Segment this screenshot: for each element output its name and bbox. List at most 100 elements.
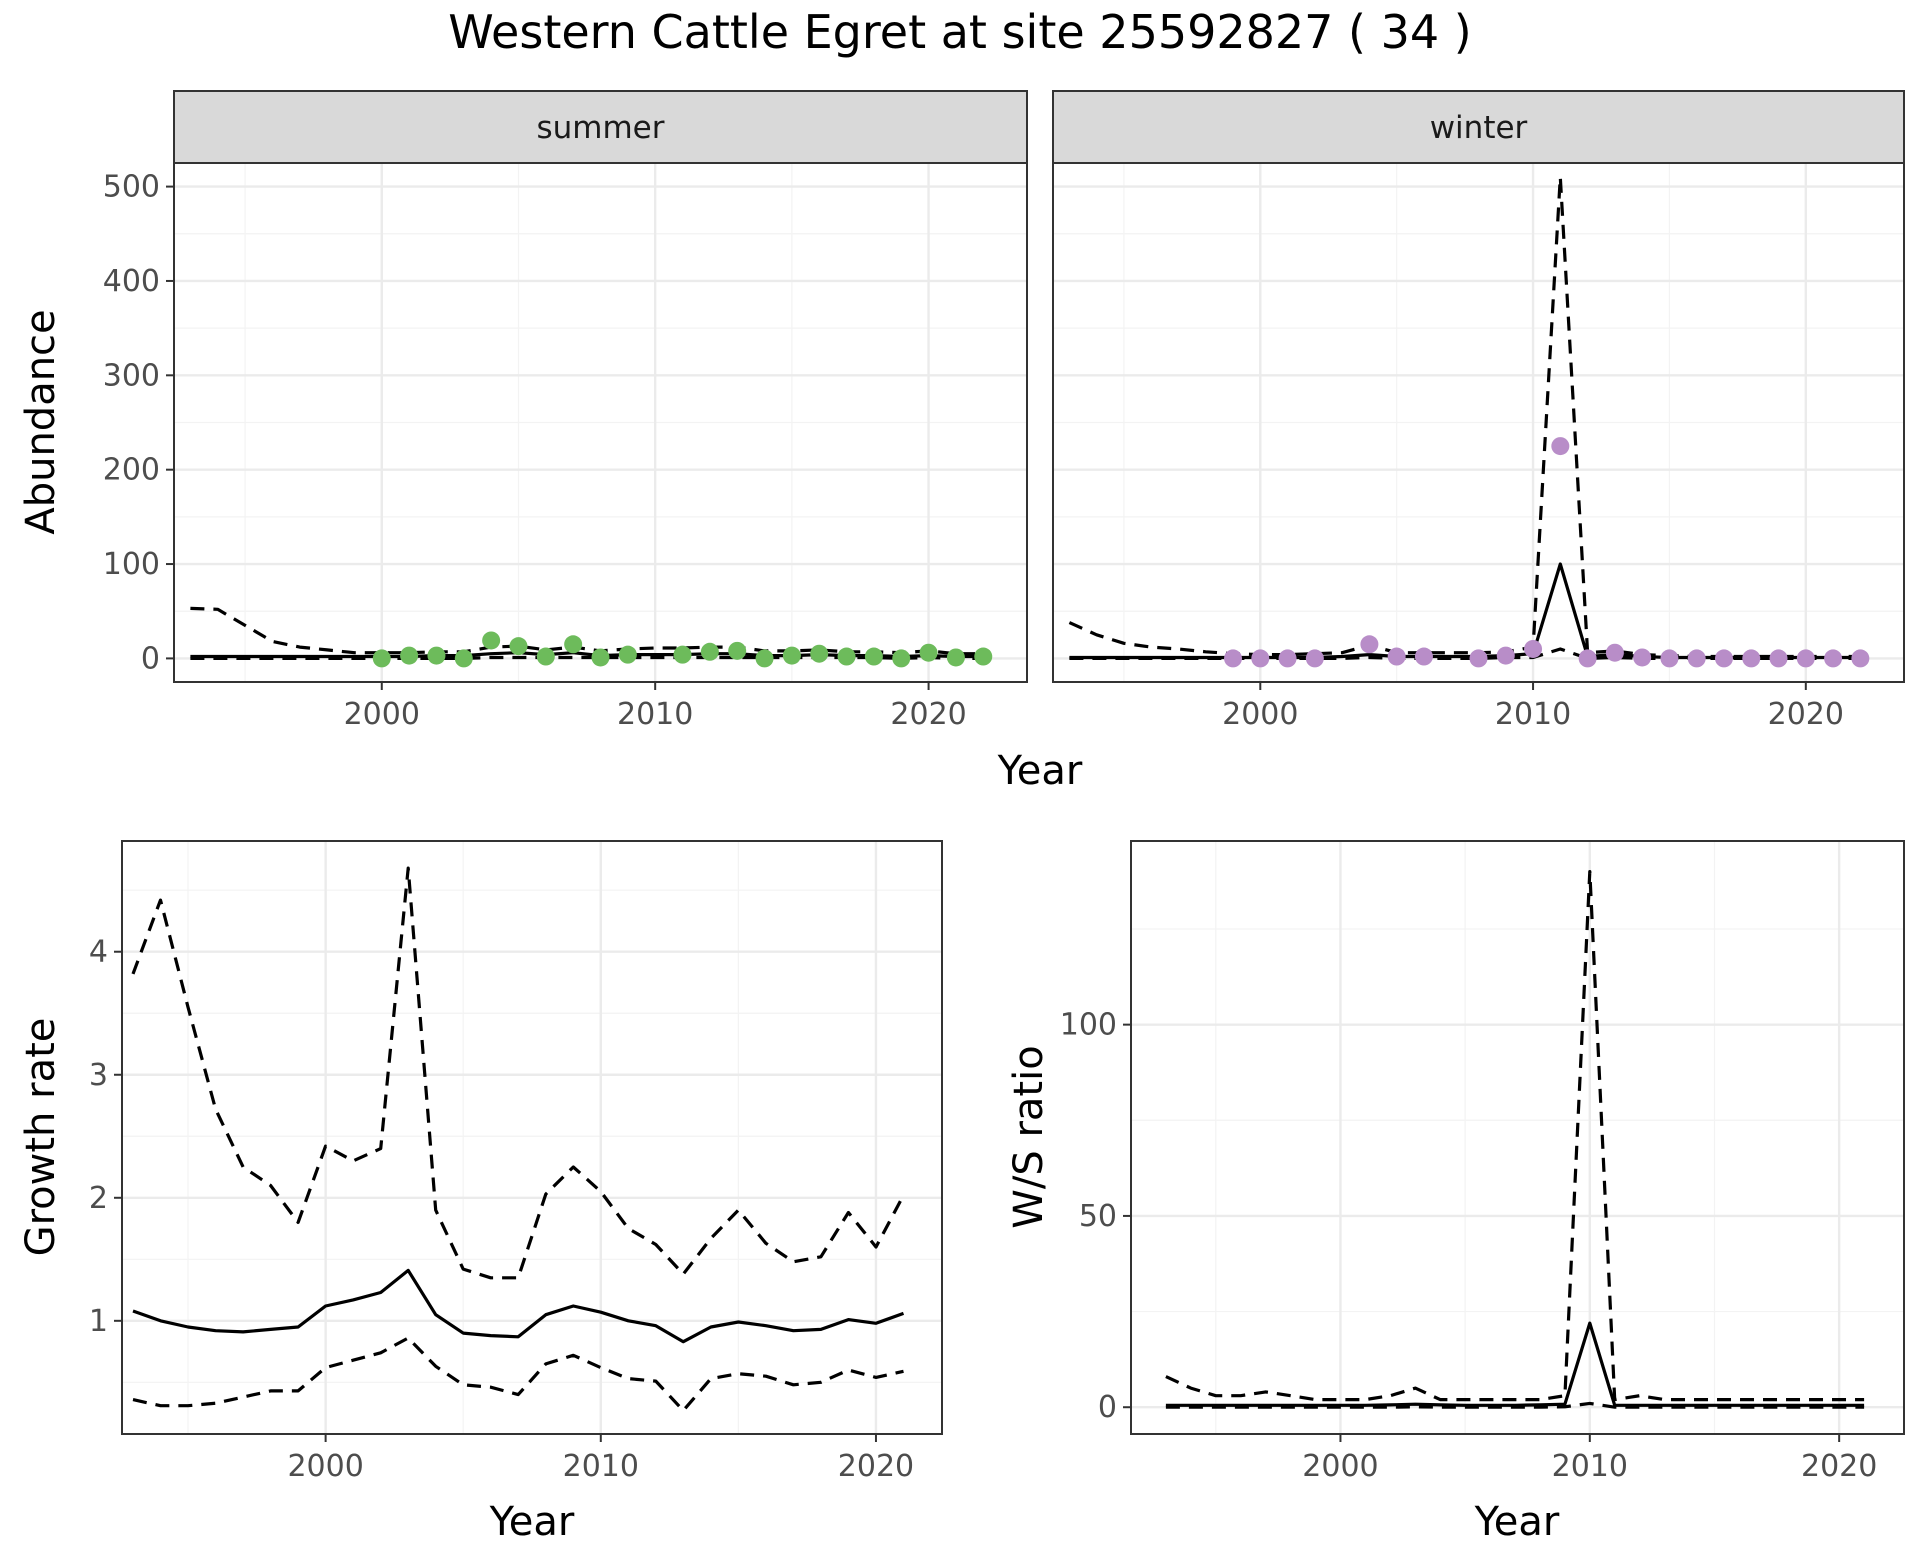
- series-line-lower: [1069, 647, 1861, 660]
- y-tick-label: 100: [103, 547, 160, 582]
- chart-title: Western Cattle Egret at site 25592827 ( …: [448, 5, 1471, 59]
- data-point: [591, 648, 610, 667]
- data-point: [837, 647, 856, 666]
- series-line-lower: [1165, 1401, 1865, 1409]
- x-tick-label: 2000: [1302, 1449, 1378, 1484]
- x-axis: 2000 2010 2020: [287, 1434, 914, 1484]
- data-point: [755, 649, 774, 668]
- x-axis-title: Year: [1474, 1499, 1560, 1545]
- x-axis: 2000 2010 2020: [1302, 1434, 1877, 1484]
- series-line-lower: [132, 1336, 904, 1413]
- data-point: [1851, 649, 1870, 668]
- data-point: [427, 646, 446, 665]
- x-tick-label: 2020: [838, 1449, 914, 1484]
- y-tick-label: 400: [103, 264, 160, 299]
- y-tick-label: 50: [1079, 1199, 1117, 1234]
- y-tick-label: 4: [89, 935, 108, 970]
- data-point: [1387, 647, 1406, 666]
- data-point: [1524, 639, 1543, 658]
- x-tick-label: 2000: [344, 697, 420, 732]
- facet-strip-label: winter: [1430, 110, 1528, 146]
- panel-abundance-winter: winter 2000 2010 2020: [1052, 90, 1905, 732]
- x-axis-title: Year: [489, 1499, 575, 1545]
- series-line-upper: [1068, 175, 1861, 659]
- y-tick-label: 200: [103, 453, 160, 488]
- data-point: [372, 649, 391, 668]
- series-line-estimate: [1165, 1321, 1865, 1407]
- series-line-upper: [1165, 870, 1865, 1402]
- data-point: [618, 645, 637, 664]
- y-axis: 1 2 3 4: [89, 935, 122, 1339]
- data-point: [400, 646, 419, 665]
- panel-border: [121, 840, 943, 1435]
- facet-strip-label: summer: [536, 110, 664, 146]
- data-points: [372, 631, 993, 668]
- data-point: [1687, 649, 1706, 668]
- data-point: [1769, 649, 1788, 668]
- y-axis-title: W/S ratio: [1006, 1045, 1052, 1228]
- data-point: [1414, 647, 1433, 666]
- grid: [122, 841, 942, 1434]
- data-point: [1824, 649, 1843, 668]
- panel-border: [1130, 840, 1905, 1435]
- data-point: [454, 649, 473, 668]
- y-tick-label: 0: [1098, 1390, 1117, 1425]
- x-tick-label: 2020: [1801, 1449, 1877, 1484]
- data-point: [1660, 649, 1679, 668]
- y-tick-label: 3: [89, 1058, 108, 1093]
- facet-strip: [1052, 90, 1905, 164]
- data-point: [1496, 646, 1515, 665]
- y-tick-label: 0: [141, 641, 160, 676]
- data-point: [946, 648, 965, 667]
- data-point: [1578, 649, 1597, 668]
- data-point: [864, 647, 883, 666]
- data-point: [509, 637, 528, 656]
- x-tick-label: 2010: [563, 1449, 639, 1484]
- data-point: [700, 642, 719, 661]
- data-point: [1551, 437, 1570, 456]
- data-point: [1251, 649, 1270, 668]
- data-point: [974, 647, 993, 666]
- x-tick-label: 2000: [287, 1449, 363, 1484]
- x-tick-label: 2020: [890, 697, 966, 732]
- series-line-upper: [131, 866, 905, 1280]
- data-point: [1742, 649, 1761, 668]
- x-tick-label: 2010: [1552, 1449, 1628, 1484]
- data-point: [482, 631, 501, 650]
- y-tick-label: 300: [103, 358, 160, 393]
- data-point: [536, 647, 555, 666]
- y-axis-title: Abundance: [18, 309, 64, 534]
- series-line-lower: [190, 655, 984, 660]
- data-point: [1714, 649, 1733, 668]
- facet-strip: [173, 90, 1028, 164]
- data-point: [673, 645, 692, 664]
- data-point: [1469, 649, 1488, 668]
- y-tick-label: 500: [103, 170, 160, 205]
- y-axis: 0 100 200 300 400 500: [103, 170, 174, 676]
- data-point: [1633, 648, 1652, 667]
- panel-abundance-summer: summer 2000 2010 2020 0 100 200 300 400 500 Abunda…: [18, 90, 1028, 732]
- y-axis-title: Growth rate: [18, 1018, 64, 1257]
- data-point: [892, 649, 911, 668]
- x-axis: 2000 2010 2020: [344, 682, 967, 732]
- y-tick-label: 1: [89, 1304, 108, 1339]
- data-points: [1224, 437, 1870, 668]
- x-tick-label: 2000: [1222, 697, 1298, 732]
- x-axis-title-abundance: Year: [997, 748, 1083, 794]
- y-tick-label: 2: [89, 1181, 108, 1216]
- series: [131, 866, 905, 1413]
- grid: [174, 163, 1027, 682]
- data-point: [1305, 649, 1324, 668]
- y-tick-label: 100: [1060, 1008, 1117, 1043]
- data-point: [1605, 643, 1624, 662]
- data-point: [919, 643, 938, 662]
- x-tick-label: 2010: [617, 697, 693, 732]
- x-axis: 2000 2010 2020: [1222, 682, 1844, 732]
- data-point: [728, 641, 747, 660]
- data-point: [1224, 649, 1243, 668]
- x-tick-label: 2020: [1768, 697, 1844, 732]
- data-point: [782, 646, 801, 665]
- data-point: [564, 635, 583, 654]
